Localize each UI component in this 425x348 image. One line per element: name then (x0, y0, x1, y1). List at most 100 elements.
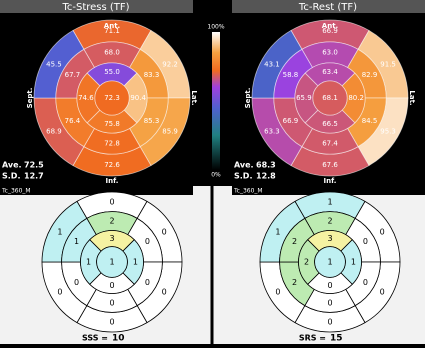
segment-value: 74.6 (78, 94, 94, 102)
segment-value: 82.9 (362, 71, 378, 79)
label-sept: Sept. (244, 88, 252, 109)
segment-value: 0 (145, 278, 150, 287)
sd-label: S.D. (234, 172, 252, 181)
summary-label: SSS = (82, 334, 108, 343)
apex-value: 1 (109, 258, 114, 267)
apex-value: 72.3 (104, 94, 120, 102)
segment-value: 72.8 (104, 140, 120, 148)
label-ant: Ant. (104, 22, 120, 30)
ave-label: Ave. (2, 161, 22, 170)
apex (96, 246, 128, 278)
segment-value: 1 (133, 258, 138, 267)
summary-value: 10 (112, 334, 125, 344)
segment-value: 0 (109, 298, 114, 307)
apex (94, 80, 130, 116)
segment-value: 2 (109, 217, 114, 226)
title-bar (0, 0, 193, 13)
segment-value: 85.9 (162, 128, 178, 136)
segment-value: 0 (327, 318, 332, 327)
segment-value: 90.4 (130, 94, 146, 102)
colorbar (212, 32, 220, 170)
segment-value: 91.5 (380, 60, 396, 68)
ave-value: 68.3 (256, 161, 276, 170)
segment-value: 0 (109, 318, 114, 327)
segment-value: 1 (57, 227, 62, 236)
apex (314, 246, 346, 278)
segment-value: 0 (363, 278, 368, 287)
sd-label: S.D. (2, 172, 20, 181)
segment-value: 92.2 (162, 60, 178, 68)
segment-value: 2 (304, 258, 309, 267)
summary-value: 15 (330, 334, 343, 344)
label-inf: Inf. (324, 177, 337, 185)
segment-value: 66.9 (322, 27, 338, 35)
segment-value: 80.2 (348, 94, 364, 102)
segment-value: 68.9 (46, 128, 62, 136)
label-sept: Sept. (26, 88, 34, 109)
apex-value: 68.1 (322, 94, 338, 102)
segment-value: 0 (162, 227, 167, 236)
segment-value: 67.7 (65, 71, 81, 79)
sd-value: 12.8 (256, 172, 276, 181)
segment-value: 0 (363, 237, 368, 246)
segment-value: 3 (109, 234, 114, 243)
apex (312, 80, 348, 116)
segment-value: 76.4 (65, 117, 81, 125)
segment-value: 72.6 (104, 161, 120, 169)
segment-value: 84.5 (362, 117, 378, 125)
segment-value: 68.0 (104, 48, 120, 56)
segment-value: 0 (74, 278, 79, 287)
segment-value: 0 (380, 227, 385, 236)
panel-title: Tc-Stress (TF) (61, 2, 129, 13)
segment-value: 1 (351, 258, 356, 267)
segment-value: 85.3 (144, 117, 160, 125)
label-lat: Lat. (408, 90, 416, 105)
segment-value: 63.0 (322, 48, 338, 56)
ave-label: Ave. (234, 161, 254, 170)
label-ant: Ant. (322, 22, 338, 30)
segment-value: 2 (327, 217, 332, 226)
segment-value: 2 (292, 278, 297, 287)
segment-value: 1 (275, 227, 280, 236)
segment-value: 67.4 (322, 140, 338, 148)
segment-value: 63.4 (322, 68, 338, 76)
segment-value: 71.1 (104, 27, 120, 35)
segment-value: 0 (57, 288, 62, 297)
segment-value: 55.0 (104, 68, 120, 76)
label-inf: Inf. (106, 177, 119, 185)
segment-value: 0 (275, 288, 280, 297)
segment-value: 1 (86, 258, 91, 267)
segment-value: 66.5 (322, 120, 338, 128)
label-lat: Lat. (190, 90, 198, 105)
segment-value: 3 (327, 234, 332, 243)
sd-value: 12.7 (24, 172, 44, 181)
segment-value: 75.8 (104, 120, 120, 128)
segment-value: 1 (74, 237, 79, 246)
apex-value: 1 (327, 258, 332, 267)
segment-value: 0 (327, 298, 332, 307)
segment-value: 0 (109, 281, 114, 290)
ave-value: 72.5 (24, 161, 44, 170)
segment-value: 66.9 (283, 117, 299, 125)
segment-value: 0 (380, 288, 385, 297)
segment-value: 95.3 (380, 128, 396, 136)
segment-value: 0 (327, 281, 332, 290)
score-title: Tc_360_M (1, 188, 31, 195)
segment-value: 0 (162, 288, 167, 297)
segment-value: 65.9 (296, 94, 312, 102)
segment-value: 58.8 (283, 71, 299, 79)
colorbar-max: 100% (207, 24, 224, 31)
segment-value: 63.3 (264, 128, 280, 136)
segment-value: 1 (327, 197, 332, 206)
colorbar-min: 0% (211, 172, 221, 179)
segment-value: 67.6 (322, 161, 338, 169)
segment-value: 2 (292, 237, 297, 246)
panel-title: Tc-Rest (TF) (298, 2, 357, 13)
segment-value: 43.1 (264, 60, 280, 68)
segment-value: 0 (145, 237, 150, 246)
score-title-bar (0, 186, 193, 195)
score-title: Tc_360_M (233, 188, 263, 195)
score-title-bar (232, 186, 425, 195)
summary-label: SRS = (299, 334, 326, 343)
